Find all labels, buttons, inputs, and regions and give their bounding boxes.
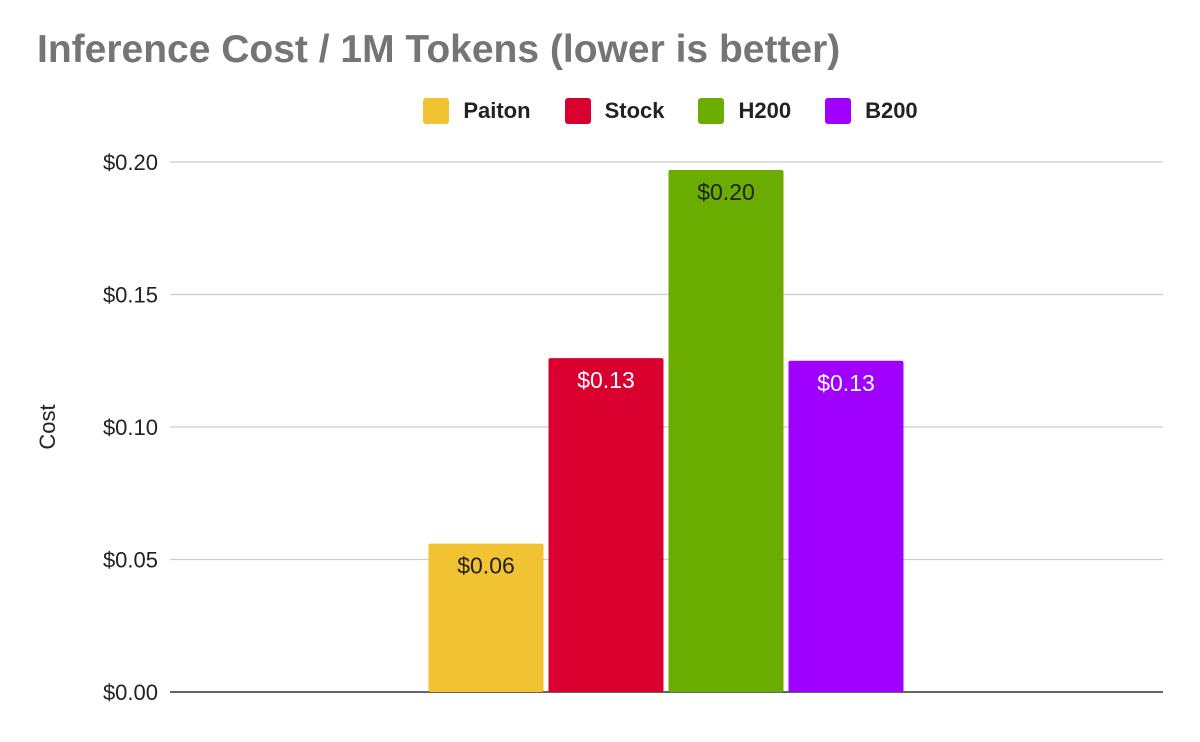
legend-label: H200 xyxy=(738,98,792,123)
legend-label: Paiton xyxy=(463,98,531,123)
legend-item-h200: H200 xyxy=(698,98,791,124)
legend-swatch xyxy=(564,98,591,124)
chart-legend: Paiton Stock H200 B200 xyxy=(0,98,1200,124)
y-tick-label: $0.10 xyxy=(103,415,158,440)
legend-item-stock: Stock xyxy=(564,98,665,124)
legend-items: Paiton Stock H200 B200 xyxy=(423,98,951,124)
data-label-h200: $0.20 xyxy=(697,179,755,205)
legend-swatch xyxy=(698,98,725,124)
bar-h200 xyxy=(668,169,784,692)
legend-label: B200 xyxy=(865,98,918,123)
y-axis-label: Cost xyxy=(35,404,60,449)
bar-paiton xyxy=(428,543,544,692)
data-label-paiton: $0.06 xyxy=(457,553,515,579)
bar-stock xyxy=(548,358,664,692)
y-tick-label: $0.15 xyxy=(103,283,158,308)
legend-swatch xyxy=(825,98,852,124)
y-tick-label: $0.05 xyxy=(103,548,158,573)
y-tick-label: $0.00 xyxy=(103,680,158,705)
legend-item-paiton: Paiton xyxy=(423,98,531,124)
data-label-stock: $0.13 xyxy=(577,367,635,393)
y-tick-label: $0.20 xyxy=(103,150,158,175)
chart-title: Inference Cost / 1M Tokens (lower is bet… xyxy=(37,28,841,71)
data-label-b200: $0.13 xyxy=(817,370,875,396)
bar-b200 xyxy=(788,360,904,692)
legend-item-b200: B200 xyxy=(825,98,918,124)
legend-swatch xyxy=(423,98,450,124)
legend-label: Stock xyxy=(604,98,665,123)
